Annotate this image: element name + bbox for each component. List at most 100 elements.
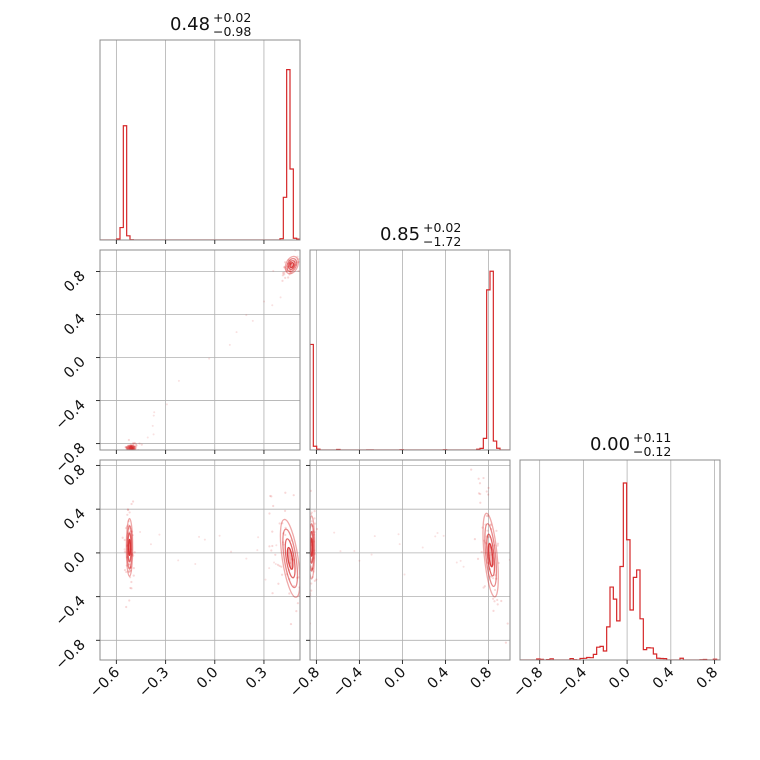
density-contour: [289, 261, 295, 269]
sample-point: [485, 514, 488, 517]
density-contour: [284, 538, 296, 579]
sample-point: [283, 271, 286, 274]
title-upper-error: +0.02: [213, 10, 251, 25]
sample-point: [274, 563, 277, 566]
histogram-panel-0: 0.48 +0.02−0.98: [99, 10, 301, 244]
sample-point: [129, 569, 132, 572]
panel-content: [310, 270, 510, 450]
sample-point: [506, 622, 509, 625]
sample-point: [177, 379, 180, 382]
density-contour: [287, 260, 296, 271]
sample-point: [271, 304, 274, 307]
sample-point: [123, 548, 126, 551]
title-lower-error: −0.12: [633, 444, 671, 459]
sample-point: [493, 600, 496, 603]
sample-point: [315, 578, 318, 581]
grid-lines: [310, 460, 510, 660]
sample-point: [129, 569, 132, 572]
sample-point: [132, 574, 135, 577]
x-tick-label: −0.4: [554, 665, 590, 701]
sample-point: [473, 537, 476, 541]
sample-point: [269, 494, 272, 498]
sample-point: [123, 538, 126, 542]
sample-point: [305, 492, 307, 494]
sample-point: [442, 534, 445, 537]
sample-point: [127, 570, 130, 573]
sample-point: [477, 477, 480, 480]
panel-content: [121, 491, 307, 626]
sample-point: [278, 564, 281, 567]
sample-point: [455, 561, 458, 564]
density-contour: [310, 523, 315, 572]
sample-point: [257, 536, 260, 539]
sample-point: [296, 602, 299, 605]
histogram-panel-1: 0.85 +0.02−1.72: [309, 220, 511, 454]
y-tick-label: 0.0: [61, 549, 89, 577]
sample-point: [353, 550, 356, 553]
sample-point: [285, 270, 288, 273]
grid-lines: [100, 250, 300, 450]
sample-point: [459, 559, 462, 562]
sample-point: [125, 605, 128, 609]
sample-trail: [146, 262, 292, 439]
scatter-panel-0-1: −0.8−0.40.00.40.8: [53, 248, 314, 476]
sample-point: [132, 442, 136, 445]
density-contour: [487, 542, 494, 568]
sample-point: [128, 511, 131, 514]
sample-point: [235, 331, 238, 334]
sample-point: [277, 582, 280, 585]
panel-title: 0.85: [380, 224, 420, 245]
sample-point: [289, 622, 293, 626]
sample-point: [271, 530, 274, 533]
sample-point: [480, 550, 483, 554]
sample-point: [245, 557, 248, 560]
sample-point: [484, 541, 487, 544]
sample-point: [398, 543, 401, 546]
sample-point: [476, 557, 480, 561]
sample-point: [308, 577, 310, 579]
sample-point: [504, 641, 507, 644]
panel-frame: [99, 459, 301, 661]
sample-point: [397, 533, 400, 536]
sample-point: [339, 550, 342, 553]
sample-point: [305, 586, 307, 588]
sample-point: [486, 515, 489, 518]
sample-point: [198, 535, 201, 538]
histogram-series: [520, 482, 720, 660]
panel-title: 0.48: [170, 14, 210, 35]
sample-point: [483, 585, 486, 588]
sample-point: [126, 508, 130, 511]
sample-point: [218, 534, 221, 537]
sample-point: [373, 535, 376, 538]
sample-point: [496, 544, 499, 547]
sample-point: [152, 433, 155, 436]
sample-point: [152, 414, 155, 417]
sample-point: [138, 442, 141, 445]
sample-point: [477, 492, 481, 495]
sample-point: [140, 450, 142, 452]
sample-point: [306, 248, 308, 250]
density-contour: [279, 518, 300, 598]
sample-point: [305, 510, 307, 512]
sample-point: [122, 450, 124, 452]
sample-point: [127, 520, 130, 523]
sample-point: [310, 513, 313, 516]
sample-point: [128, 563, 131, 566]
sample-point: [284, 491, 287, 494]
sample-point: [131, 534, 134, 537]
sample-point: [310, 589, 313, 592]
sample-point: [287, 276, 290, 279]
sample-point: [128, 599, 131, 602]
sample-point: [127, 508, 130, 512]
sample-point: [123, 550, 127, 553]
sample-point: [312, 266, 314, 268]
sample-point: [129, 586, 132, 590]
density-contour: [286, 257, 298, 273]
sample-point: [493, 588, 497, 592]
sample-point: [307, 565, 309, 567]
sample-point: [297, 260, 300, 263]
sample-point: [128, 570, 131, 574]
sample-point: [297, 257, 300, 261]
sample-point: [289, 271, 292, 274]
density-contour: [310, 515, 316, 580]
